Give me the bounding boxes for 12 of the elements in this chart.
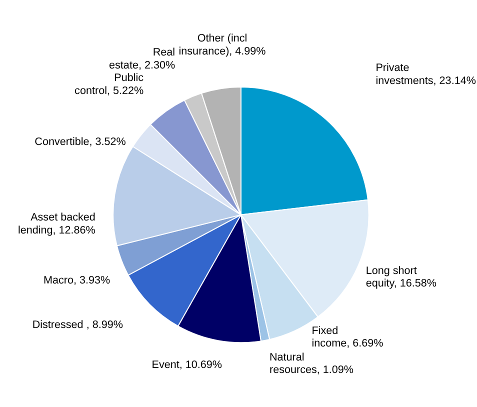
slice-label: Private investments, 23.14%: [376, 62, 476, 88]
slice-label: Fixed income, 6.69%: [312, 324, 384, 350]
slice-label: Real estate, 2.30%: [109, 46, 176, 72]
slice-label: Other (incl insurance), 4.99%: [178, 32, 266, 58]
slice-label: Natural resources, 1.09%: [269, 351, 354, 376]
slice-label: Long short equity, 16.58%: [366, 264, 437, 290]
slice-label: Macro, 3.93%: [44, 274, 111, 287]
slice-label: Distressed , 8.99%: [32, 318, 124, 331]
slice-label: Convertible, 3.52%: [34, 136, 126, 148]
slice-label: Event, 10.69%: [152, 359, 222, 372]
slice-label: Public control, 5.22%: [74, 72, 144, 97]
slice-label: Asset backed lending, 12.86%: [18, 212, 96, 236]
